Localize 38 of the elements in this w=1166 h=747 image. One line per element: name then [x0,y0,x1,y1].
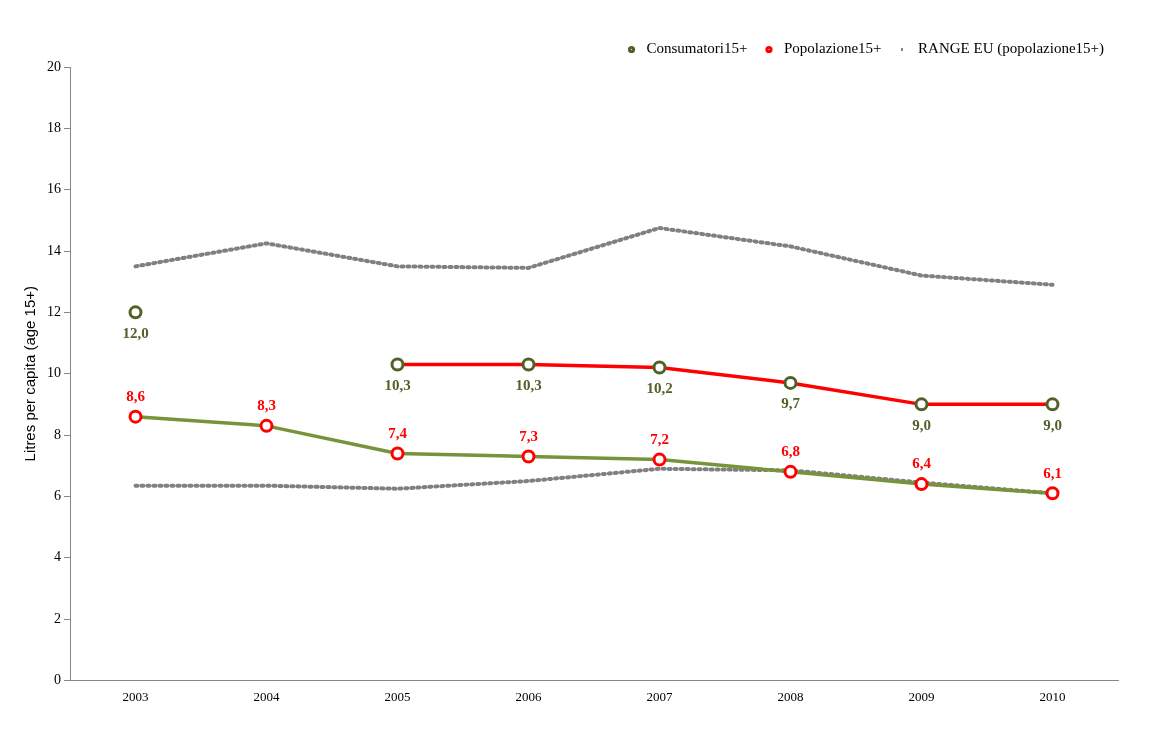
data-label: 9,0 [912,416,931,433]
data-label: 6,8 [781,443,800,460]
y-tick-label: 2 [54,610,61,626]
y-tick-label: 8 [54,426,61,442]
data-label: 12,0 [122,324,149,341]
data-label: 6,1 [1043,464,1062,481]
y-tick-label: 20 [47,58,61,74]
y-tick-label: 12 [47,304,61,320]
data-label: 7,3 [519,427,538,444]
x-tick-label: 2007 [646,688,673,704]
data-label: 9,7 [781,395,801,412]
data-label: 8,6 [126,388,146,405]
y-tick-label: 18 [47,120,61,136]
data-label: 10,3 [384,376,411,393]
data-label: 6,4 [912,455,932,472]
y-tick-label: 14 [47,242,61,258]
x-tick-label: 2010 [1039,688,1066,704]
x-tick-label: 2006 [515,688,542,704]
data-label: 9,0 [1043,416,1062,433]
data-label: 10,3 [515,376,542,393]
x-tick-label: 2004 [253,688,280,704]
y-tick-label: 16 [47,181,61,197]
x-tick-label: 2009 [908,688,935,704]
y-tick-label: 0 [54,672,61,688]
data-label: 10,2 [646,379,673,396]
y-tick-label: 10 [47,365,61,381]
legend-label: Popolazione15+ [783,40,882,57]
y-tick-label: 6 [54,488,61,504]
y-tick-label: 4 [54,549,61,565]
legend-label: RANGE EU (popolazione15+) [918,40,1104,58]
x-tick-label: 2008 [777,688,804,704]
x-tick-label: 2003 [122,688,149,704]
y-axis-title: Litres per capita (age 15+) [21,285,39,462]
legend-label: Consumatori15+ [646,40,748,57]
data-label: 7,4 [388,424,408,441]
data-label: 7,2 [650,430,669,447]
x-tick-label: 2005 [384,688,411,704]
data-label: 8,3 [257,397,276,414]
